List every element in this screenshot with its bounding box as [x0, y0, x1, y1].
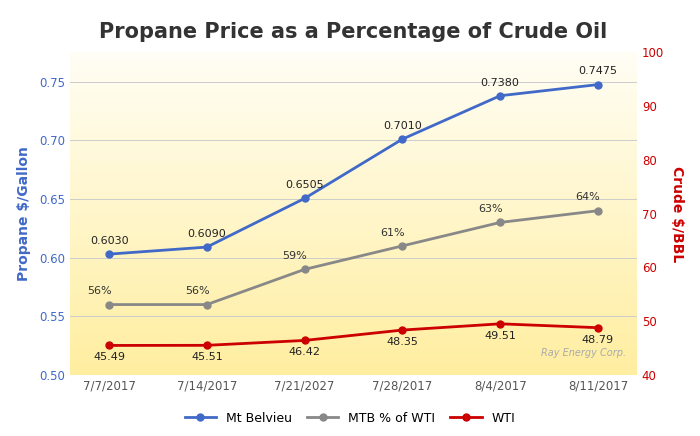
Y-axis label: Crude $/BBL: Crude $/BBL — [670, 166, 684, 262]
Text: 0.7475: 0.7475 — [578, 66, 617, 76]
Text: 61%: 61% — [380, 228, 405, 238]
Text: 56%: 56% — [185, 286, 209, 296]
Title: Propane Price as a Percentage of Crude Oil: Propane Price as a Percentage of Crude O… — [99, 22, 608, 42]
WTI — [203, 343, 211, 348]
MTB % of WTI — [496, 220, 504, 225]
Text: Ray Energy Corp.: Ray Energy Corp. — [540, 347, 626, 358]
Text: 48.35: 48.35 — [386, 337, 419, 347]
MTB % of WTI — [398, 243, 407, 249]
Mt Belvieu — [203, 245, 211, 250]
Mt Belvieu — [105, 252, 113, 257]
Text: 0.6030: 0.6030 — [90, 236, 128, 246]
MTB % of WTI — [105, 302, 113, 307]
Legend: Mt Belvieu, MTB % of WTI, WTI: Mt Belvieu, MTB % of WTI, WTI — [180, 407, 520, 430]
Mt Belvieu — [398, 136, 407, 142]
Text: 56%: 56% — [87, 286, 111, 296]
Mt Belvieu — [300, 196, 309, 201]
Text: 0.6505: 0.6505 — [286, 180, 324, 190]
WTI — [105, 343, 113, 348]
Mt Belvieu — [594, 82, 602, 87]
WTI — [300, 338, 309, 343]
Text: 49.51: 49.51 — [484, 331, 516, 341]
MTB % of WTI — [594, 208, 602, 213]
WTI — [398, 327, 407, 333]
Line: MTB % of WTI: MTB % of WTI — [106, 207, 601, 308]
Text: 45.51: 45.51 — [191, 352, 223, 362]
Text: 48.79: 48.79 — [582, 335, 614, 345]
Text: 45.49: 45.49 — [93, 352, 125, 362]
Text: 0.6090: 0.6090 — [188, 229, 226, 239]
MTB % of WTI — [203, 302, 211, 307]
WTI — [496, 321, 504, 327]
Text: 64%: 64% — [575, 193, 601, 202]
Text: 63%: 63% — [478, 204, 503, 214]
Text: 0.7380: 0.7380 — [481, 78, 519, 88]
Line: Mt Belvieu: Mt Belvieu — [106, 81, 601, 258]
Text: 59%: 59% — [283, 251, 307, 261]
WTI — [594, 325, 602, 330]
MTB % of WTI — [300, 267, 309, 272]
Line: WTI: WTI — [106, 320, 601, 349]
Y-axis label: Propane $/Gallon: Propane $/Gallon — [17, 146, 31, 281]
Text: 0.7010: 0.7010 — [383, 121, 422, 131]
Text: 46.42: 46.42 — [288, 347, 321, 358]
Mt Belvieu — [496, 93, 504, 99]
